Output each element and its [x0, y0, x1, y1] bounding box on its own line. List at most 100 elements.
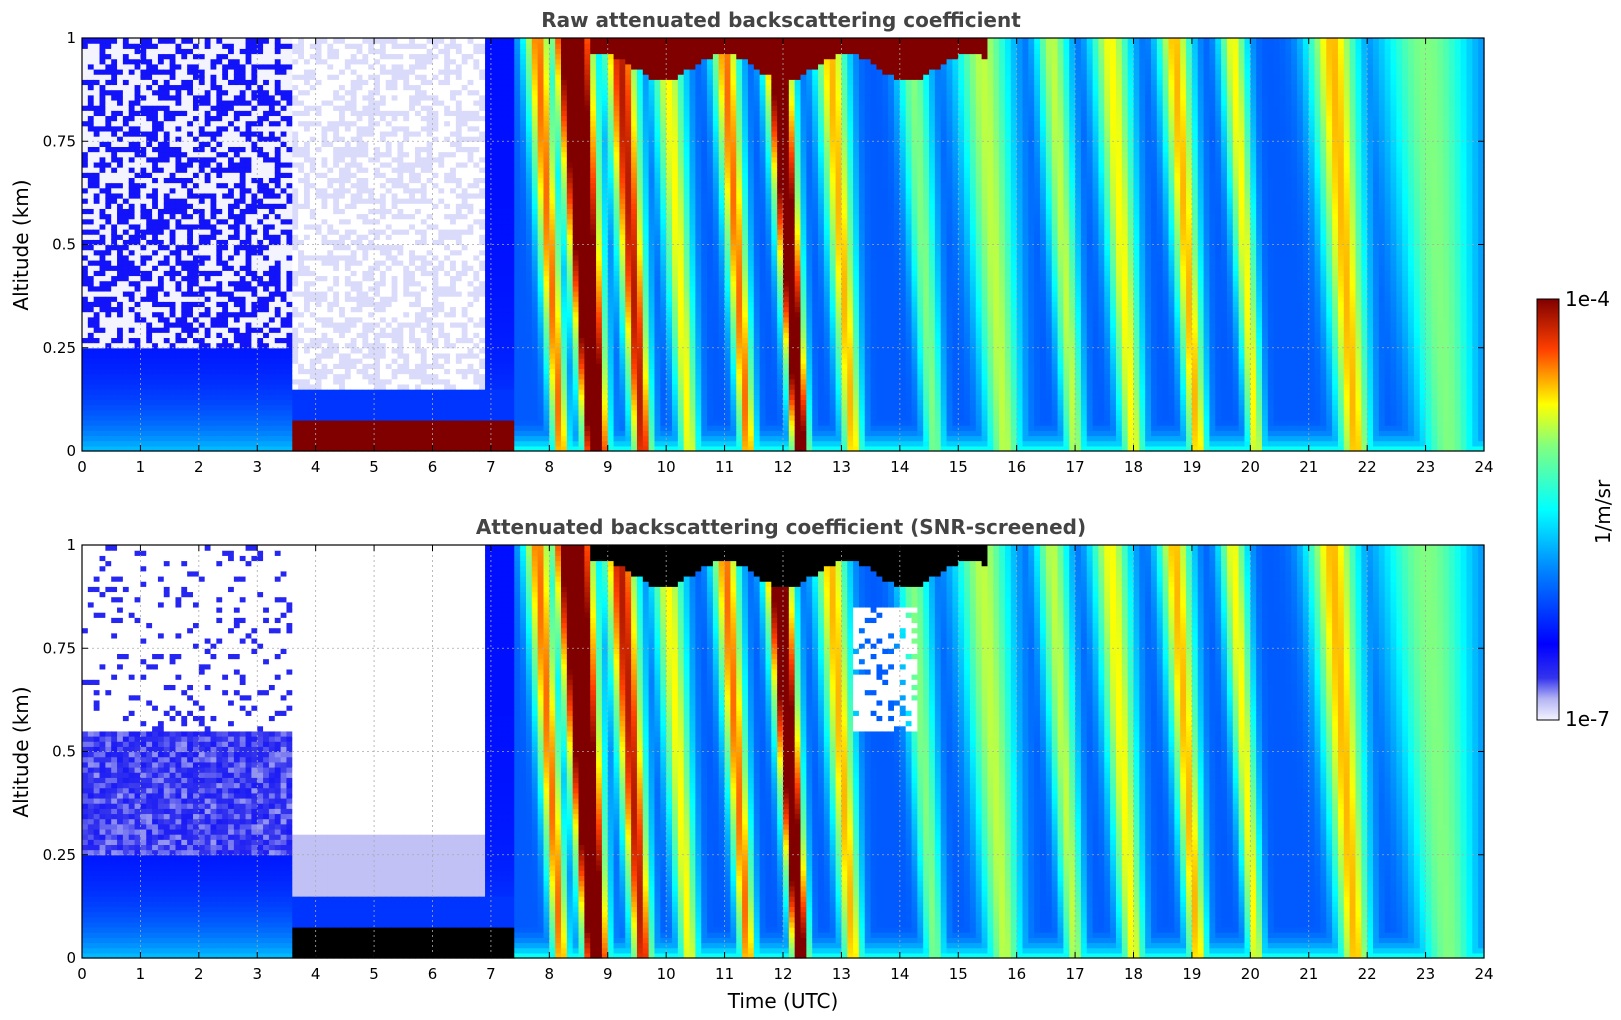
- heatmap-cell: [88, 420, 94, 426]
- heatmap-cell: [117, 317, 123, 323]
- heatmap-cell: [123, 250, 129, 256]
- heatmap-cell: [94, 64, 100, 70]
- heatmap-cell: [105, 389, 111, 395]
- heatmap-cell: [82, 183, 88, 189]
- heatmap-cell: [100, 110, 106, 116]
- heatmap-cell: [105, 121, 111, 127]
- heatmap-cell: [82, 167, 88, 173]
- heatmap-cell: [123, 105, 129, 111]
- heatmap-cell: [94, 177, 100, 183]
- heatmap-cell: [105, 306, 111, 312]
- heatmap-cell: [100, 353, 106, 359]
- heatmap-cell: [146, 141, 152, 147]
- heatmap-cell: [100, 167, 106, 173]
- heatmap-cell: [146, 255, 152, 261]
- heatmap-cell: [100, 224, 106, 230]
- heatmap-cell: [100, 363, 106, 369]
- heatmap-cell: [100, 270, 106, 276]
- heatmap-cell: [94, 90, 100, 96]
- heatmap-cell: [100, 198, 106, 204]
- heatmap-cell: [146, 208, 152, 214]
- heatmap-cell: [88, 348, 94, 354]
- heatmap-cell: [100, 430, 106, 436]
- heatmap-cell: [82, 126, 88, 132]
- heatmap-cell: [123, 384, 129, 390]
- heatmap-cell: [123, 79, 129, 85]
- heatmap-cell: [146, 420, 152, 426]
- heatmap-cell: [88, 265, 94, 271]
- heatmap-cell: [146, 410, 152, 416]
- heatmap-cell: [140, 64, 146, 70]
- heatmap-cell: [140, 126, 146, 132]
- heatmap-cell: [117, 374, 123, 380]
- heatmap-cell: [146, 203, 152, 209]
- heatmap-cell: [82, 430, 88, 436]
- heatmap-cell: [140, 281, 146, 287]
- heatmap-cell: [140, 363, 146, 369]
- heatmap-cell: [129, 322, 135, 328]
- heatmap-cell: [100, 193, 106, 199]
- heatmap-cell: [88, 172, 94, 178]
- heatmap-cell: [129, 394, 135, 400]
- heatmap-cell: [129, 59, 135, 65]
- heatmap-cell: [146, 121, 152, 127]
- heatmap-cell: [135, 105, 141, 111]
- heatmap-cell: [117, 95, 123, 101]
- heatmap-cell: [146, 115, 152, 121]
- heatmap-cell: [105, 110, 111, 116]
- heatmap-cell: [146, 312, 152, 318]
- heatmap-cell: [94, 405, 100, 411]
- heatmap-cell: [88, 394, 94, 400]
- heatmap-cell: [146, 84, 152, 90]
- heatmap-cell: [82, 317, 88, 323]
- heatmap-cell: [129, 126, 135, 132]
- heatmap-cell: [117, 100, 123, 106]
- heatmap-cell: [123, 131, 129, 137]
- heatmap-cell: [129, 115, 135, 121]
- heatmap-cell: [100, 441, 106, 447]
- heatmap-cell: [94, 239, 100, 245]
- heatmap-cell: [146, 405, 152, 411]
- heatmap-cell: [117, 79, 123, 85]
- heatmap-cell: [100, 410, 106, 416]
- heatmap-cell: [146, 327, 152, 333]
- heatmap-cell: [129, 270, 135, 276]
- heatmap-cell: [140, 219, 146, 225]
- heatmap-cell: [129, 286, 135, 292]
- heatmap-cell: [82, 332, 88, 338]
- heatmap-cell: [140, 157, 146, 163]
- heatmap-cell: [117, 115, 123, 121]
- heatmap-cell: [82, 110, 88, 116]
- heatmap-cell: [129, 84, 135, 90]
- heatmap-cell: [88, 374, 94, 380]
- heatmap-cell: [94, 157, 100, 163]
- heatmap-cell: [111, 234, 117, 240]
- heatmap-cell: [129, 177, 135, 183]
- heatmap-cell: [111, 146, 117, 152]
- heatmap-cell: [146, 337, 152, 343]
- heatmap-cell: [100, 296, 106, 302]
- heatmap-cell: [129, 332, 135, 338]
- heatmap-cell: [140, 415, 146, 421]
- heatmap-cell: [100, 157, 106, 163]
- heatmap-cell: [123, 399, 129, 405]
- heatmap-cell: [105, 353, 111, 359]
- heatmap-cell: [94, 363, 100, 369]
- heatmap-cell: [146, 100, 152, 106]
- heatmap-cell: [82, 415, 88, 421]
- raw-backscatter-panel: Raw attenuated backscattering coefficien…: [9, 8, 1494, 476]
- heatmap-cell: [100, 229, 106, 235]
- heatmap-cell: [88, 270, 94, 276]
- heatmap-cell: [129, 229, 135, 235]
- heatmap-cell: [140, 255, 146, 261]
- heatmap-cell: [111, 131, 117, 137]
- heatmap-cell: [111, 208, 117, 214]
- heatmap-cell: [140, 322, 146, 328]
- heatmap-cell: [123, 363, 129, 369]
- heatmap-cell: [123, 224, 129, 230]
- heatmap-cell: [100, 265, 106, 271]
- heatmap-cell: [111, 126, 117, 132]
- heatmap-cell: [146, 193, 152, 199]
- heatmap-cell: [88, 281, 94, 287]
- heatmap-cell: [111, 100, 117, 106]
